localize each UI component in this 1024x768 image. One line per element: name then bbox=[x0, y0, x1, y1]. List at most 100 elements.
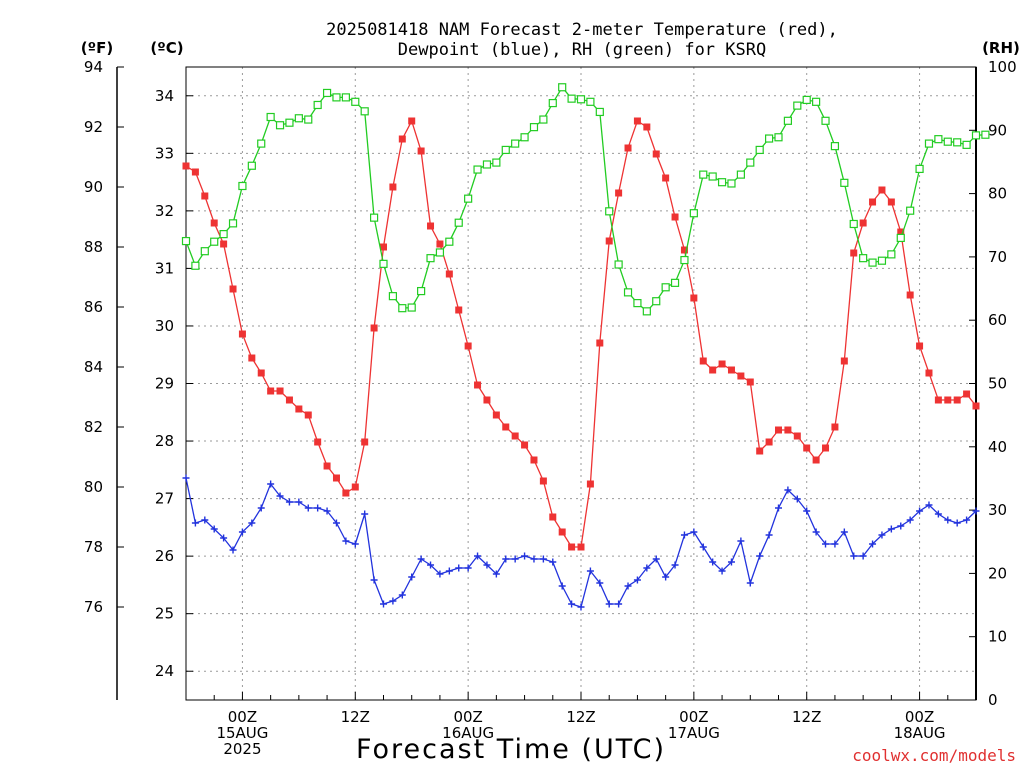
rh-point bbox=[388, 292, 398, 301]
dewpoint-point bbox=[220, 534, 228, 542]
fahrenheit-tick-label: 76 bbox=[84, 598, 103, 616]
rh-point bbox=[369, 213, 379, 222]
x-tick-label: 12Z bbox=[566, 708, 595, 726]
2-meter-temperature-point bbox=[511, 432, 519, 440]
dewpoint-point bbox=[558, 582, 566, 590]
rh-point bbox=[981, 130, 990, 139]
rh-point bbox=[896, 233, 905, 243]
rh-tick-label: 90 bbox=[988, 121, 1007, 139]
dewpoint-point bbox=[690, 528, 698, 536]
rh-point bbox=[661, 283, 670, 292]
2-meter-temperature-point bbox=[323, 462, 331, 470]
fahrenheit-tick-label: 78 bbox=[84, 538, 103, 556]
dewpoint-point bbox=[737, 537, 745, 545]
dewpoint-point bbox=[464, 564, 472, 572]
rh-point bbox=[322, 88, 332, 98]
dewpoint-point bbox=[934, 510, 942, 518]
2-meter-temperature-point bbox=[756, 447, 764, 455]
2-meter-temperature-point bbox=[502, 423, 510, 431]
rh-tick-label: 40 bbox=[988, 438, 1007, 456]
2-meter-temperature-point bbox=[690, 294, 698, 302]
rh-tick-label: 10 bbox=[988, 628, 1007, 646]
2-meter-temperature-point bbox=[210, 219, 218, 227]
2-meter-temperature-point bbox=[615, 189, 623, 197]
dewpoint-point bbox=[680, 531, 688, 539]
rh-tick-label: 0 bbox=[988, 691, 998, 709]
dewpoint-point bbox=[521, 552, 529, 560]
x-tick-label: 2025 bbox=[223, 740, 261, 758]
rh-point bbox=[181, 236, 191, 246]
dewpoint-point bbox=[859, 552, 867, 560]
2-meter-temperature-point bbox=[869, 198, 877, 206]
celsius-tick-label: 33 bbox=[155, 144, 174, 162]
dewpoint-point bbox=[474, 552, 482, 560]
dewpoint-point bbox=[605, 600, 613, 608]
fahrenheit-tick-label: 90 bbox=[84, 178, 103, 196]
dewpoint-point bbox=[229, 546, 237, 554]
dewpoint-point bbox=[314, 504, 322, 512]
rh-point bbox=[520, 133, 529, 142]
rh-point bbox=[445, 237, 454, 246]
celsius-tick-label: 31 bbox=[155, 259, 174, 277]
2-meter-temperature-point bbox=[351, 483, 359, 491]
rh-point bbox=[595, 107, 604, 117]
2-meter-temperature-point bbox=[191, 168, 199, 176]
rh-point bbox=[558, 83, 567, 92]
rh-point bbox=[915, 164, 924, 174]
2-meter-temperature-point bbox=[267, 387, 275, 395]
2-meter-temperature-point bbox=[417, 147, 425, 155]
2-meter-temperature-point bbox=[304, 411, 312, 419]
2-meter-temperature-point bbox=[521, 441, 529, 449]
2-meter-temperature-point bbox=[624, 144, 632, 152]
dewpoint-point bbox=[483, 561, 491, 569]
dewpoint-point bbox=[624, 582, 632, 590]
dewpoint-point bbox=[897, 522, 905, 530]
dewpoint-point bbox=[746, 579, 754, 587]
2-meter-temperature-point bbox=[492, 411, 500, 419]
credit-text: coolwx.com/models bbox=[852, 746, 1016, 765]
rh-tick-label: 20 bbox=[988, 564, 1007, 582]
rh-point bbox=[877, 256, 887, 265]
celsius-tick-label: 28 bbox=[155, 432, 174, 450]
celsius-tick-label: 32 bbox=[155, 202, 174, 220]
rh-point bbox=[417, 286, 426, 296]
2-meter-temperature-point bbox=[427, 222, 435, 230]
celsius-tick-label: 25 bbox=[155, 605, 174, 623]
dewpoint-point bbox=[709, 558, 717, 566]
dewpoint-point bbox=[295, 498, 303, 506]
rh-point bbox=[821, 116, 830, 125]
rh-series bbox=[181, 83, 990, 316]
rh-point bbox=[200, 247, 209, 256]
2-meter-temperature-point bbox=[276, 387, 284, 395]
dewpoint-point bbox=[840, 528, 848, 536]
fahrenheit-tick-label: 84 bbox=[84, 358, 103, 376]
2-meter-temperature-point bbox=[680, 246, 688, 254]
rh-point bbox=[576, 95, 586, 104]
2-meter-temperature-point bbox=[596, 339, 604, 347]
rh-tick-label: 50 bbox=[988, 375, 1007, 393]
celsius-tick-label: 34 bbox=[155, 87, 174, 105]
rh-point bbox=[774, 133, 783, 142]
dewpoint-point bbox=[906, 516, 914, 524]
dewpoint-point bbox=[201, 516, 209, 524]
dewpoint-point bbox=[530, 555, 538, 563]
rh-point bbox=[407, 303, 416, 312]
dewpoint-point bbox=[408, 573, 416, 581]
2-meter-temperature-point bbox=[916, 342, 924, 350]
rh-point bbox=[736, 170, 745, 179]
2-meter-temperature-point bbox=[963, 390, 971, 398]
fahrenheit-tick-label: 86 bbox=[84, 298, 103, 316]
rh-point bbox=[275, 121, 285, 130]
2-meter-temperature-point bbox=[709, 366, 717, 374]
2-meter-temperature-point bbox=[539, 477, 547, 485]
x-tick-label: 00Z bbox=[679, 708, 708, 726]
dewpoint-point bbox=[831, 540, 839, 548]
rh-point bbox=[332, 93, 341, 102]
2-meter-temperature-point bbox=[775, 426, 782, 434]
dewpoint-point bbox=[361, 510, 369, 518]
2-meter-temperature-point bbox=[822, 444, 830, 452]
2-meter-temperature-point bbox=[182, 162, 190, 170]
2-meter-temperature-point bbox=[285, 396, 293, 404]
